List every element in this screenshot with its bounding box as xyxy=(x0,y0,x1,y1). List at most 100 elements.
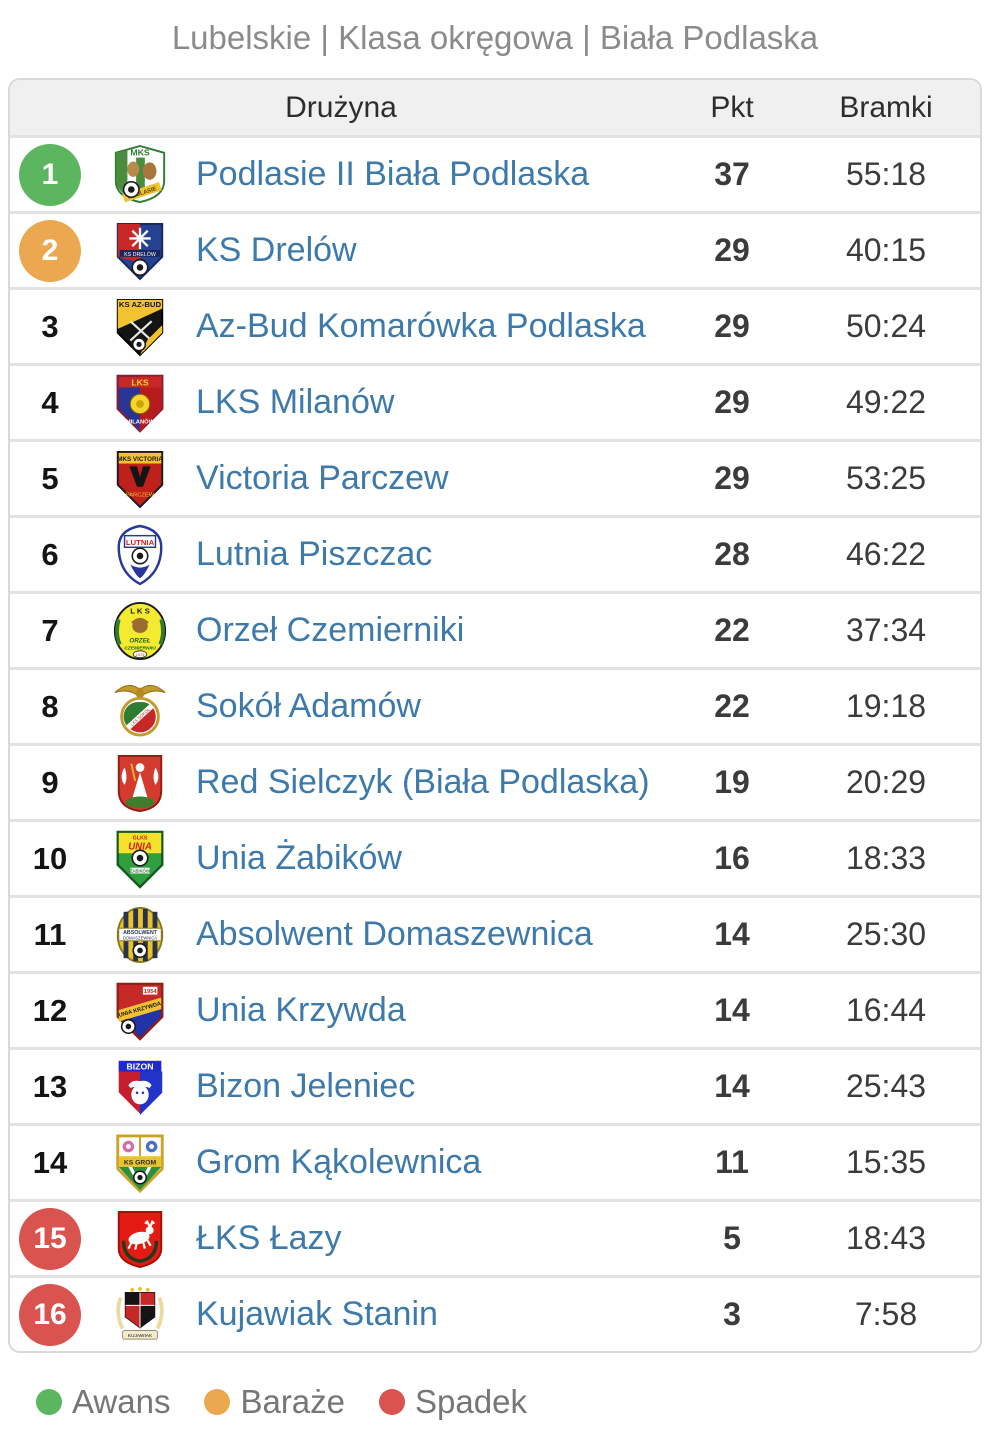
team-link[interactable]: Sokół Adamów xyxy=(196,687,421,725)
team-link[interactable]: Grom Kąkolewnica xyxy=(196,1143,482,1181)
table-row: 5 MKS VICTORIA PARCZEW Victoria Parczew 29 53… xyxy=(10,439,980,515)
svg-text:LUTNIA: LUTNIA xyxy=(126,537,155,546)
goals-value: 25:43 xyxy=(845,1068,927,1104)
position-cell: 1 xyxy=(10,143,90,206)
position-cell: 8 xyxy=(10,689,90,725)
goals-value: 40:15 xyxy=(845,232,927,268)
table-row: 2 KS DRELÓW KS Drelów 29 40:15 xyxy=(10,211,980,287)
team-link[interactable]: LKS Milanów xyxy=(196,383,395,421)
team-link[interactable]: Lutnia Piszczac xyxy=(196,535,433,573)
position-badge: 1 xyxy=(19,143,81,206)
table-row: 8 LKS SOKÓŁ Sokół Adamów 22 19:18 xyxy=(10,667,980,743)
svg-text:DOMASZEWNICA: DOMASZEWNICA xyxy=(123,935,158,940)
table-row: 6 LUTNIA Lutnia Piszczac 28 46:22 xyxy=(10,515,980,591)
team-cell: KS Drelów xyxy=(190,231,672,270)
points-value: 28 xyxy=(714,536,750,572)
svg-text:ABSOLWENT: ABSOLWENT xyxy=(123,930,158,936)
points-value: 37 xyxy=(714,156,750,192)
table-row: 11 ABSOLWENT DOMASZEWNICA Absolwent Domasze… xyxy=(10,895,980,971)
svg-text:BIZON: BIZON xyxy=(126,1061,153,1071)
points-value: 19 xyxy=(714,764,750,800)
points-value: 29 xyxy=(714,460,750,496)
crest-zabikow-icon: GLKS UNIA ŻABIKÓW xyxy=(90,828,190,890)
position-cell: 15 xyxy=(10,1207,90,1270)
crest-lazy-icon xyxy=(90,1208,190,1270)
points-value: 22 xyxy=(714,612,750,648)
position-cell: 4 xyxy=(10,385,90,421)
legend-dot-icon xyxy=(204,1389,231,1415)
crest-victoria-icon: MKS VICTORIA PARCZEW xyxy=(90,448,190,510)
page-title: Lubelskie | Klasa okręgowa | Biała Podla… xyxy=(171,19,819,56)
position-badge: 16 xyxy=(19,1283,81,1346)
position-cell: 7 xyxy=(10,613,90,649)
table-row: 1 MKS PODLASIE Podlasie II Biała Podlaska 37… xyxy=(10,135,980,211)
team-link[interactable]: Bizon Jeleniec xyxy=(196,1067,416,1105)
points-value: 5 xyxy=(723,1220,741,1256)
position-badge: 6 xyxy=(41,536,59,572)
position-badge: 2 xyxy=(19,219,81,282)
table-row: 12 1954 UNIA KRZYWDA Unia Krzywda 14 16:44 xyxy=(10,971,980,1047)
goals-value: 55:18 xyxy=(845,156,927,192)
svg-text:CZEMIERNIKI: CZEMIERNIKI xyxy=(124,645,156,651)
team-link[interactable]: Unia Krzywda xyxy=(196,991,406,1029)
legend-label: Baraże xyxy=(240,1383,346,1420)
table-row: 4 LKS MILANÓW LKS Milanów 29 49:22 xyxy=(10,363,980,439)
team-link[interactable]: KS Drelów xyxy=(196,231,357,269)
team-link[interactable]: Absolwent Domaszewnica xyxy=(196,915,593,953)
points-value: 29 xyxy=(714,232,750,268)
team-link[interactable]: ŁKS Łazy xyxy=(196,1219,342,1257)
svg-text:GLKS: GLKS xyxy=(133,835,148,841)
svg-text:ORZEŁ: ORZEŁ xyxy=(129,637,150,644)
goals-value: 37:34 xyxy=(845,612,927,648)
team-link[interactable]: Kujawiak Stanin xyxy=(196,1295,438,1333)
points-value: 29 xyxy=(714,308,750,344)
goals-value: 20:29 xyxy=(845,764,927,800)
svg-text:UNIA: UNIA xyxy=(128,841,152,852)
goals-value: 46:22 xyxy=(845,536,927,572)
position-badge: 5 xyxy=(41,460,59,496)
team-link[interactable]: Orzeł Czemierniki xyxy=(196,611,465,649)
legend-dot-icon xyxy=(379,1389,406,1415)
table-row: 14 KS GROM Grom Kąkolewnica 11 15:35 xyxy=(10,1123,980,1199)
team-link[interactable]: Red Sielczyk (Biała Podlaska) xyxy=(196,763,650,801)
goals-value: 18:43 xyxy=(845,1220,927,1256)
legend-dot-icon xyxy=(36,1389,62,1415)
points-value: 3 xyxy=(723,1296,741,1332)
legend-item: Baraże xyxy=(204,1383,345,1421)
goals-value: 25:30 xyxy=(845,916,927,952)
svg-text:L K S: L K S xyxy=(130,606,150,615)
header-goals: Bramki xyxy=(839,90,933,124)
goals-value: 49:22 xyxy=(845,384,927,420)
team-cell: Unia Żabików xyxy=(190,839,672,878)
team-link[interactable]: Podlasie II Biała Podlaska xyxy=(196,155,590,193)
table-row: 3 KS AZ-BUD Az-Bud Komarówka Podlaska 29 50:… xyxy=(10,287,980,363)
svg-text:ŻABIKÓW: ŻABIKÓW xyxy=(130,868,151,873)
position-badge: 9 xyxy=(41,764,59,800)
position-badge: 8 xyxy=(41,688,59,724)
points-value: 11 xyxy=(715,1144,749,1180)
crest-grom-icon: KS GROM xyxy=(90,1132,190,1194)
position-badge: 15 xyxy=(19,1207,81,1270)
crest-orzel-icon: L K S ORZEŁ CZEMIERNIKI 1973 xyxy=(90,600,190,662)
position-cell: 13 xyxy=(10,1069,90,1105)
position-cell: 5 xyxy=(10,461,90,497)
position-badge: 11 xyxy=(33,916,67,952)
position-badge: 7 xyxy=(41,612,59,648)
team-link[interactable]: Victoria Parczew xyxy=(196,459,449,497)
points-value: 14 xyxy=(714,1068,750,1104)
points-value: 29 xyxy=(714,384,750,420)
svg-text:KS DRELÓW: KS DRELÓW xyxy=(124,250,156,257)
svg-text:LKS: LKS xyxy=(131,377,149,387)
table-row: 9 Red Sielczyk (Biała Podlaska) 19 20:29 xyxy=(10,743,980,819)
team-link[interactable]: Unia Żabików xyxy=(196,839,402,877)
position-cell: 9 xyxy=(10,765,90,801)
goals-value: 15:35 xyxy=(845,1144,927,1180)
team-cell: Bizon Jeleniec xyxy=(190,1067,672,1106)
points-value: 16 xyxy=(714,840,750,876)
team-cell: Red Sielczyk (Biała Podlaska) xyxy=(190,763,672,802)
svg-text:MILANÓW: MILANÓW xyxy=(126,417,155,425)
team-cell: ŁKS Łazy xyxy=(190,1219,672,1258)
goals-value: 18:33 xyxy=(845,840,927,876)
position-badge: 10 xyxy=(32,840,68,876)
team-link[interactable]: Az-Bud Komarówka Podlaska xyxy=(196,307,646,345)
